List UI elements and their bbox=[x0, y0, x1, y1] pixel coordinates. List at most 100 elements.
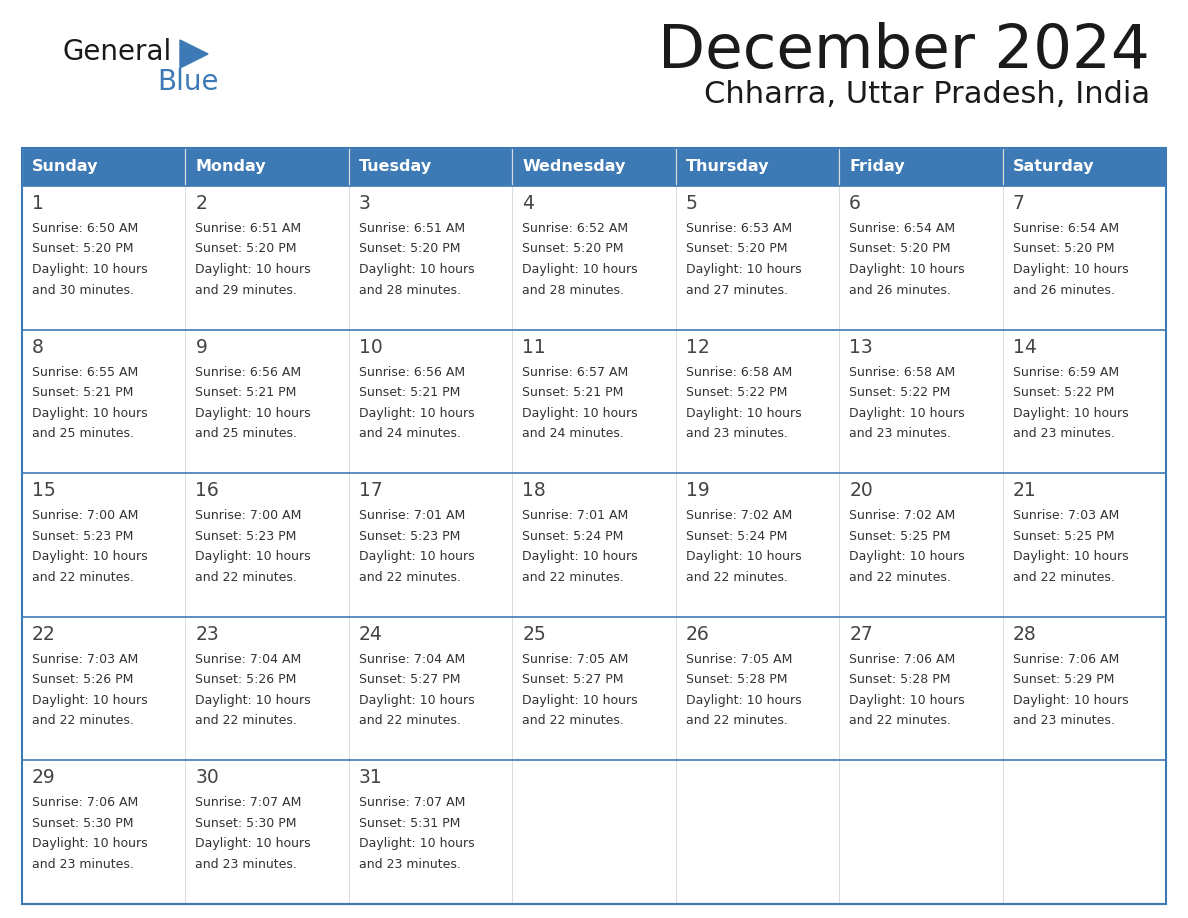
Bar bbox=[185, 148, 349, 186]
Text: Daylight: 10 hours: Daylight: 10 hours bbox=[359, 694, 474, 707]
Text: Sunset: 5:21 PM: Sunset: 5:21 PM bbox=[523, 386, 624, 399]
Text: Sunset: 5:22 PM: Sunset: 5:22 PM bbox=[1012, 386, 1114, 399]
Text: and 23 minutes.: and 23 minutes. bbox=[1012, 714, 1114, 727]
Bar bbox=[23, 760, 185, 904]
Text: Sunrise: 7:05 AM: Sunrise: 7:05 AM bbox=[523, 653, 628, 666]
Text: and 23 minutes.: and 23 minutes. bbox=[196, 858, 297, 871]
Text: Sunset: 5:26 PM: Sunset: 5:26 PM bbox=[32, 673, 133, 687]
Text: 22: 22 bbox=[32, 625, 56, 644]
Text: Sunrise: 6:54 AM: Sunrise: 6:54 AM bbox=[1012, 222, 1119, 235]
Text: Sunrise: 7:07 AM: Sunrise: 7:07 AM bbox=[359, 797, 466, 810]
Text: Daylight: 10 hours: Daylight: 10 hours bbox=[32, 550, 147, 564]
Text: and 23 minutes.: and 23 minutes. bbox=[849, 427, 952, 440]
Bar bbox=[512, 186, 676, 330]
Bar bbox=[676, 330, 839, 473]
Text: Daylight: 10 hours: Daylight: 10 hours bbox=[196, 407, 311, 420]
Text: and 27 minutes.: and 27 minutes. bbox=[685, 284, 788, 297]
Text: Daylight: 10 hours: Daylight: 10 hours bbox=[849, 550, 965, 564]
Bar bbox=[23, 148, 185, 186]
Text: Sunset: 5:26 PM: Sunset: 5:26 PM bbox=[196, 673, 297, 687]
Bar bbox=[839, 330, 1003, 473]
Bar bbox=[185, 330, 349, 473]
Text: Sunrise: 7:02 AM: Sunrise: 7:02 AM bbox=[849, 509, 955, 522]
Text: 23: 23 bbox=[196, 625, 219, 644]
Bar bbox=[1003, 186, 1165, 330]
Text: 29: 29 bbox=[32, 768, 56, 788]
Text: 7: 7 bbox=[1012, 194, 1024, 213]
Text: Sunrise: 6:58 AM: Sunrise: 6:58 AM bbox=[849, 365, 955, 378]
Bar bbox=[839, 148, 1003, 186]
Polygon shape bbox=[181, 40, 208, 68]
Text: 12: 12 bbox=[685, 338, 709, 356]
Text: and 22 minutes.: and 22 minutes. bbox=[32, 571, 134, 584]
Text: Friday: Friday bbox=[849, 160, 905, 174]
Text: Daylight: 10 hours: Daylight: 10 hours bbox=[849, 407, 965, 420]
Text: and 22 minutes.: and 22 minutes. bbox=[685, 571, 788, 584]
Text: Daylight: 10 hours: Daylight: 10 hours bbox=[1012, 263, 1129, 276]
Text: Sunrise: 7:01 AM: Sunrise: 7:01 AM bbox=[359, 509, 466, 522]
Text: Sunrise: 6:58 AM: Sunrise: 6:58 AM bbox=[685, 365, 792, 378]
Text: and 22 minutes.: and 22 minutes. bbox=[196, 571, 297, 584]
Text: Sunset: 5:23 PM: Sunset: 5:23 PM bbox=[196, 530, 297, 543]
Bar bbox=[676, 186, 839, 330]
Bar bbox=[676, 148, 839, 186]
Text: Daylight: 10 hours: Daylight: 10 hours bbox=[196, 837, 311, 850]
Text: Sunset: 5:22 PM: Sunset: 5:22 PM bbox=[849, 386, 950, 399]
Text: Sunset: 5:21 PM: Sunset: 5:21 PM bbox=[196, 386, 297, 399]
Text: and 28 minutes.: and 28 minutes. bbox=[523, 284, 624, 297]
Bar bbox=[1003, 760, 1165, 904]
Text: 16: 16 bbox=[196, 481, 219, 500]
Text: 13: 13 bbox=[849, 338, 873, 356]
Text: Daylight: 10 hours: Daylight: 10 hours bbox=[1012, 407, 1129, 420]
Text: December 2024: December 2024 bbox=[658, 22, 1150, 81]
Text: Sunrise: 7:00 AM: Sunrise: 7:00 AM bbox=[32, 509, 138, 522]
Bar bbox=[512, 148, 676, 186]
Text: Sunrise: 6:53 AM: Sunrise: 6:53 AM bbox=[685, 222, 792, 235]
Text: and 24 minutes.: and 24 minutes. bbox=[523, 427, 624, 440]
Text: 25: 25 bbox=[523, 625, 546, 644]
Text: Daylight: 10 hours: Daylight: 10 hours bbox=[32, 407, 147, 420]
Text: 8: 8 bbox=[32, 338, 44, 356]
Text: Sunset: 5:25 PM: Sunset: 5:25 PM bbox=[849, 530, 950, 543]
Text: Sunset: 5:21 PM: Sunset: 5:21 PM bbox=[359, 386, 460, 399]
Text: and 29 minutes.: and 29 minutes. bbox=[196, 284, 297, 297]
Text: Daylight: 10 hours: Daylight: 10 hours bbox=[1012, 694, 1129, 707]
Text: and 24 minutes.: and 24 minutes. bbox=[359, 427, 461, 440]
Text: 14: 14 bbox=[1012, 338, 1036, 356]
Text: Daylight: 10 hours: Daylight: 10 hours bbox=[685, 407, 802, 420]
Text: Daylight: 10 hours: Daylight: 10 hours bbox=[32, 837, 147, 850]
Bar bbox=[349, 148, 512, 186]
Text: Daylight: 10 hours: Daylight: 10 hours bbox=[359, 263, 474, 276]
Text: Daylight: 10 hours: Daylight: 10 hours bbox=[32, 694, 147, 707]
Text: Daylight: 10 hours: Daylight: 10 hours bbox=[849, 694, 965, 707]
Bar bbox=[676, 760, 839, 904]
Text: Sunrise: 6:56 AM: Sunrise: 6:56 AM bbox=[359, 365, 465, 378]
Text: Sunrise: 7:04 AM: Sunrise: 7:04 AM bbox=[196, 653, 302, 666]
Text: and 22 minutes.: and 22 minutes. bbox=[523, 714, 624, 727]
Text: Sunrise: 7:03 AM: Sunrise: 7:03 AM bbox=[1012, 509, 1119, 522]
Text: and 22 minutes.: and 22 minutes. bbox=[685, 714, 788, 727]
Bar bbox=[1003, 473, 1165, 617]
Bar bbox=[1003, 330, 1165, 473]
Text: and 22 minutes.: and 22 minutes. bbox=[849, 571, 952, 584]
Bar bbox=[23, 617, 185, 760]
Text: 1: 1 bbox=[32, 194, 44, 213]
Text: Sunrise: 7:06 AM: Sunrise: 7:06 AM bbox=[32, 797, 138, 810]
Text: Sunset: 5:30 PM: Sunset: 5:30 PM bbox=[32, 817, 133, 830]
Text: and 22 minutes.: and 22 minutes. bbox=[849, 714, 952, 727]
Bar bbox=[839, 617, 1003, 760]
Bar bbox=[23, 330, 185, 473]
Text: Thursday: Thursday bbox=[685, 160, 769, 174]
Text: Sunrise: 7:03 AM: Sunrise: 7:03 AM bbox=[32, 653, 138, 666]
Bar bbox=[1003, 148, 1165, 186]
Text: and 28 minutes.: and 28 minutes. bbox=[359, 284, 461, 297]
Bar bbox=[839, 186, 1003, 330]
Text: and 30 minutes.: and 30 minutes. bbox=[32, 284, 134, 297]
Text: Daylight: 10 hours: Daylight: 10 hours bbox=[523, 263, 638, 276]
Text: Daylight: 10 hours: Daylight: 10 hours bbox=[1012, 550, 1129, 564]
Text: Sunrise: 7:05 AM: Sunrise: 7:05 AM bbox=[685, 653, 792, 666]
Text: 28: 28 bbox=[1012, 625, 1036, 644]
Text: Sunset: 5:24 PM: Sunset: 5:24 PM bbox=[685, 530, 788, 543]
Bar bbox=[23, 148, 1165, 904]
Text: Sunset: 5:22 PM: Sunset: 5:22 PM bbox=[685, 386, 788, 399]
